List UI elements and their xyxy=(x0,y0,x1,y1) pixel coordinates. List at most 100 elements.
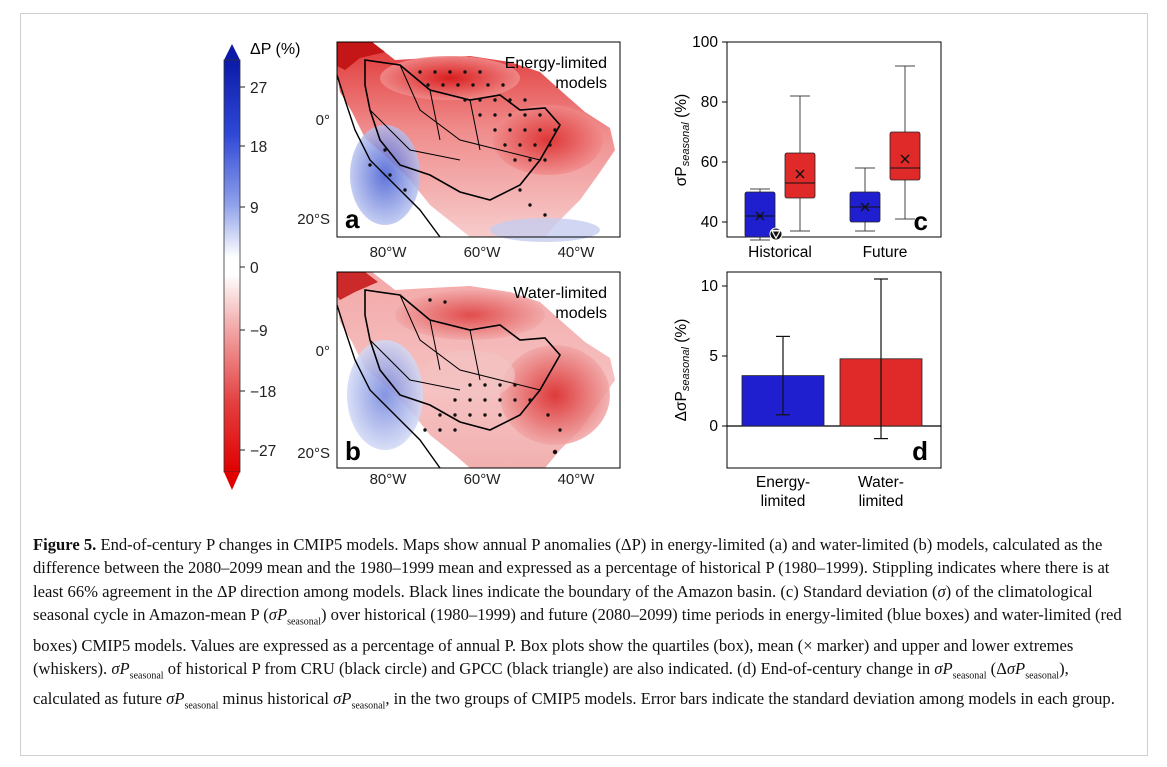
map-a-amazon-basin-outline xyxy=(364,59,561,201)
map-a-north-red-anomaly xyxy=(380,56,520,100)
caption-text: minus historical xyxy=(218,689,334,709)
y-tick-label: 40 xyxy=(701,214,719,231)
caption-symbol: σ xyxy=(937,581,946,601)
x-tick-label-water: limited xyxy=(859,493,904,510)
bar-chart-panel-d: 0 5 10 Energy- limited Water- limited ΔσPs… xyxy=(673,271,942,510)
caption-symbol: σP xyxy=(1006,658,1026,678)
map-b-lat-label: 20°S xyxy=(297,445,330,462)
map-a-river-lines xyxy=(369,64,541,161)
map-a-central-america xyxy=(337,42,385,70)
map-a-label-line2: models xyxy=(555,75,607,92)
map-b-central-anomaly xyxy=(425,350,515,400)
map-panel-b: Water-limited models b 0° 20°S 80°W 60°W… xyxy=(297,271,621,488)
caption-symbol: σP xyxy=(934,658,953,678)
caption-text: , in the two groups of CMIP5 models. Err… xyxy=(385,689,1115,709)
box-plot-panel-c: 40 60 80 100 Historical Future σPseasonal (… xyxy=(673,34,942,261)
caption-subscript: seasonal xyxy=(351,700,386,712)
map-a-lat-label: 20°S xyxy=(297,211,330,228)
map-b-border xyxy=(336,271,621,469)
map-b-label-line2: models xyxy=(555,305,607,322)
map-a-border xyxy=(336,41,621,238)
y-tick-label: 10 xyxy=(701,278,719,295)
colorbar-scale xyxy=(223,59,241,473)
figure-graphics: ΔP (%) 27 18 9 0 −9 −18 −27 xyxy=(223,34,942,510)
caption-subscript: seasonal xyxy=(184,700,219,712)
caption-subscript: seasonal xyxy=(1025,670,1060,682)
colorbar-tick-label: 9 xyxy=(250,200,259,217)
colorbar-tick-label: 0 xyxy=(250,260,259,277)
panel-c-y-axis-label: σPseasonal (%) xyxy=(673,94,692,186)
y-tick-label: 60 xyxy=(701,154,719,171)
caption-text: of historical P from CRU (black circle) … xyxy=(163,658,935,678)
panel-d-letter: d xyxy=(912,436,928,466)
map-a-panel-letter: a xyxy=(345,204,360,234)
colorbar-tick-label: −18 xyxy=(250,384,276,401)
map-a-lon-label: 40°W xyxy=(558,244,596,261)
panel-c-boxes xyxy=(744,65,921,241)
caption-text: End-of-century P changes in CMIP5 models… xyxy=(33,535,1110,601)
caption-text: ) over historical (1980–1999) and future… xyxy=(33,604,1122,678)
panel-c-letter: c xyxy=(914,206,928,236)
map-a-lon-label: 60°W xyxy=(464,244,502,261)
figure-label: Figure 5. xyxy=(33,535,97,554)
box-mean-marker xyxy=(900,154,910,164)
caption-text: ) of the climatological seasonal cycle i… xyxy=(33,581,1093,624)
map-b-amazon-basin-outline xyxy=(364,289,561,431)
colorbar-tick-label: −27 xyxy=(250,443,276,460)
figure-frame xyxy=(20,13,1148,756)
map-b-west-blue-anomaly xyxy=(347,340,423,450)
panel-c-y-ticks: 40 60 80 100 xyxy=(692,34,727,231)
caption-subscript: seasonal xyxy=(287,616,321,628)
x-tick-label-water: Water- xyxy=(858,474,904,491)
colorbar-title: ΔP (%) xyxy=(250,41,300,58)
panel-d-x-labels: Energy- limited Water- limited xyxy=(756,474,904,510)
y-tick-label: 100 xyxy=(692,34,718,51)
box-energy-limited xyxy=(744,191,776,238)
colorbar: ΔP (%) 27 18 9 0 −9 −18 −27 xyxy=(223,41,300,490)
colorbar-tick-label: 18 xyxy=(250,139,267,156)
caption-symbol: σP xyxy=(111,658,130,678)
caption-subscript: seasonal xyxy=(129,670,164,682)
map-b-central-america xyxy=(337,272,378,300)
box-water-limited xyxy=(784,152,816,199)
map-a-lon-label: 80°W xyxy=(370,244,408,261)
map-panel-a: Energy-limited models a 0° 20°S 80°W 60°… xyxy=(297,41,621,261)
box-mean-marker xyxy=(860,202,870,212)
map-a-east-red-anomaly xyxy=(493,105,603,175)
map-b-lat-label: 0° xyxy=(316,343,330,360)
x-tick-label-energy: Energy- xyxy=(756,474,810,491)
x-tick-label-energy: limited xyxy=(761,493,806,510)
map-b-lon-label: 60°W xyxy=(464,471,502,488)
map-b-coastline xyxy=(336,304,441,469)
map-b-east-red-anomaly xyxy=(500,345,610,445)
panel-d-y-axis-label: ΔσPseasonal (%) xyxy=(673,319,692,422)
colorbar-tick-label: 27 xyxy=(250,80,267,97)
map-b-river-lines xyxy=(369,294,541,391)
figure-caption: Figure 5. End-of-century P changes in CM… xyxy=(33,533,1133,718)
obs-marker-gpcc-inner xyxy=(773,231,779,237)
y-tick-label: 5 xyxy=(709,348,718,365)
box-mean-marker xyxy=(795,169,805,179)
map-a-label-line1: Energy-limited xyxy=(505,55,607,72)
panel-c-axes xyxy=(726,41,942,238)
caption-symbol: σP xyxy=(166,689,185,709)
y-tick-label: 80 xyxy=(701,94,719,111)
x-tick-label-historical: Historical xyxy=(748,244,812,261)
map-b-lon-label: 40°W xyxy=(558,471,596,488)
x-tick-label-future: Future xyxy=(863,244,908,261)
panel-c-x-labels: Historical Future xyxy=(748,244,907,261)
colorbar-upper-arrow xyxy=(224,44,240,60)
panel-d-y-ticks: 0 5 10 xyxy=(701,278,727,435)
map-b-panel-letter: b xyxy=(345,436,361,466)
map-b-lon-label: 80°W xyxy=(370,471,408,488)
caption-text: (Δ xyxy=(986,658,1007,678)
map-b-north-red-anomaly xyxy=(395,290,545,340)
y-tick-label: 0 xyxy=(709,418,718,435)
colorbar-lower-arrow xyxy=(224,472,240,490)
caption-symbol: σP xyxy=(268,604,288,624)
map-a-lat-label: 0° xyxy=(316,112,330,129)
caption-symbol: σP xyxy=(333,689,352,709)
map-b-stippling xyxy=(423,298,562,455)
map-a-stippling xyxy=(368,70,557,217)
caption-subscript: seasonal xyxy=(952,670,987,682)
